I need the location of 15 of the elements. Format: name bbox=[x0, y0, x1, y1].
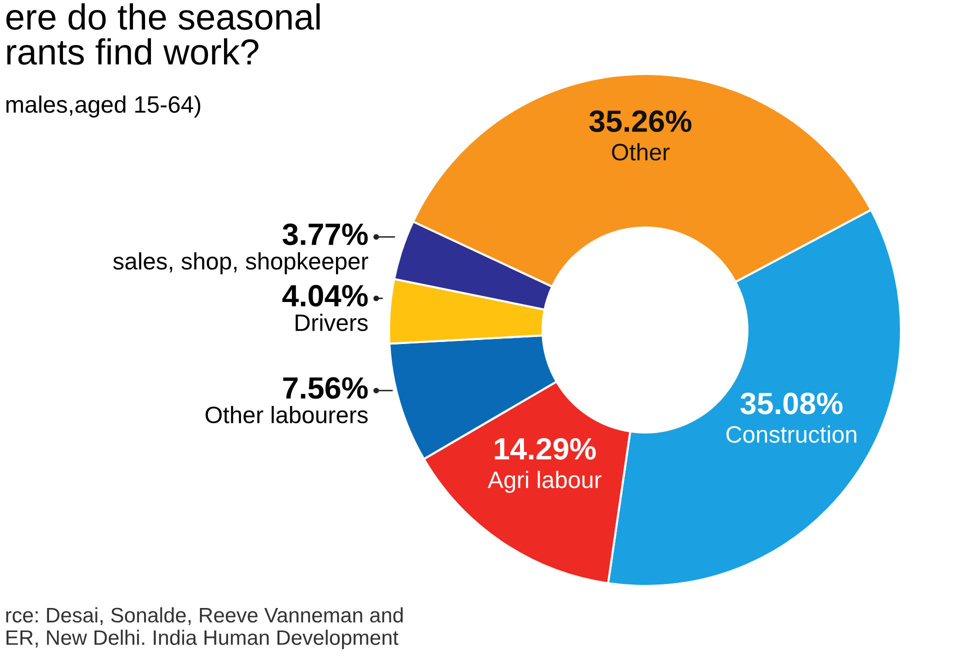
slice-label: Other bbox=[612, 143, 670, 161]
text: males,aged 15-64) bbox=[6, 96, 200, 118]
data-label: 3.77% bbox=[282, 223, 368, 246]
data-label: 14.29% bbox=[494, 438, 596, 460]
slice-label: sales, shop, shopkeeper bbox=[113, 252, 368, 274]
slice-label: Agri labour bbox=[488, 470, 602, 493]
data-label: 35.26% bbox=[589, 110, 692, 132]
text: rce: Desai, Sonalde, Reeve Vanneman and ER, New Delhi. India Human Development bbox=[6, 607, 403, 650]
slice-label: Drivers bbox=[296, 314, 368, 332]
data-label: 35.08% bbox=[740, 392, 843, 414]
data-label: 4.04% bbox=[282, 284, 368, 307]
chart-title: ere do the seasonal rants find work? bbox=[6, 3, 320, 65]
slice-label: Other labourers bbox=[206, 406, 368, 424]
slice-label: Construction bbox=[726, 425, 856, 443]
data-label: 7.56% bbox=[283, 377, 368, 399]
